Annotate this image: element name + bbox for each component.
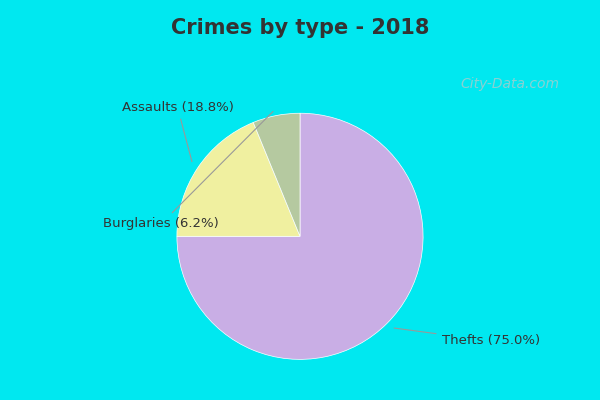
Text: Burglaries (6.2%): Burglaries (6.2%)	[103, 112, 273, 230]
Wedge shape	[177, 113, 423, 359]
Text: Assaults (18.8%): Assaults (18.8%)	[122, 100, 233, 162]
Text: Thefts (75.0%): Thefts (75.0%)	[394, 328, 539, 348]
Wedge shape	[253, 113, 300, 236]
Text: Crimes by type - 2018: Crimes by type - 2018	[171, 18, 429, 38]
Text: City-Data.com: City-Data.com	[460, 77, 559, 91]
Wedge shape	[177, 122, 300, 236]
